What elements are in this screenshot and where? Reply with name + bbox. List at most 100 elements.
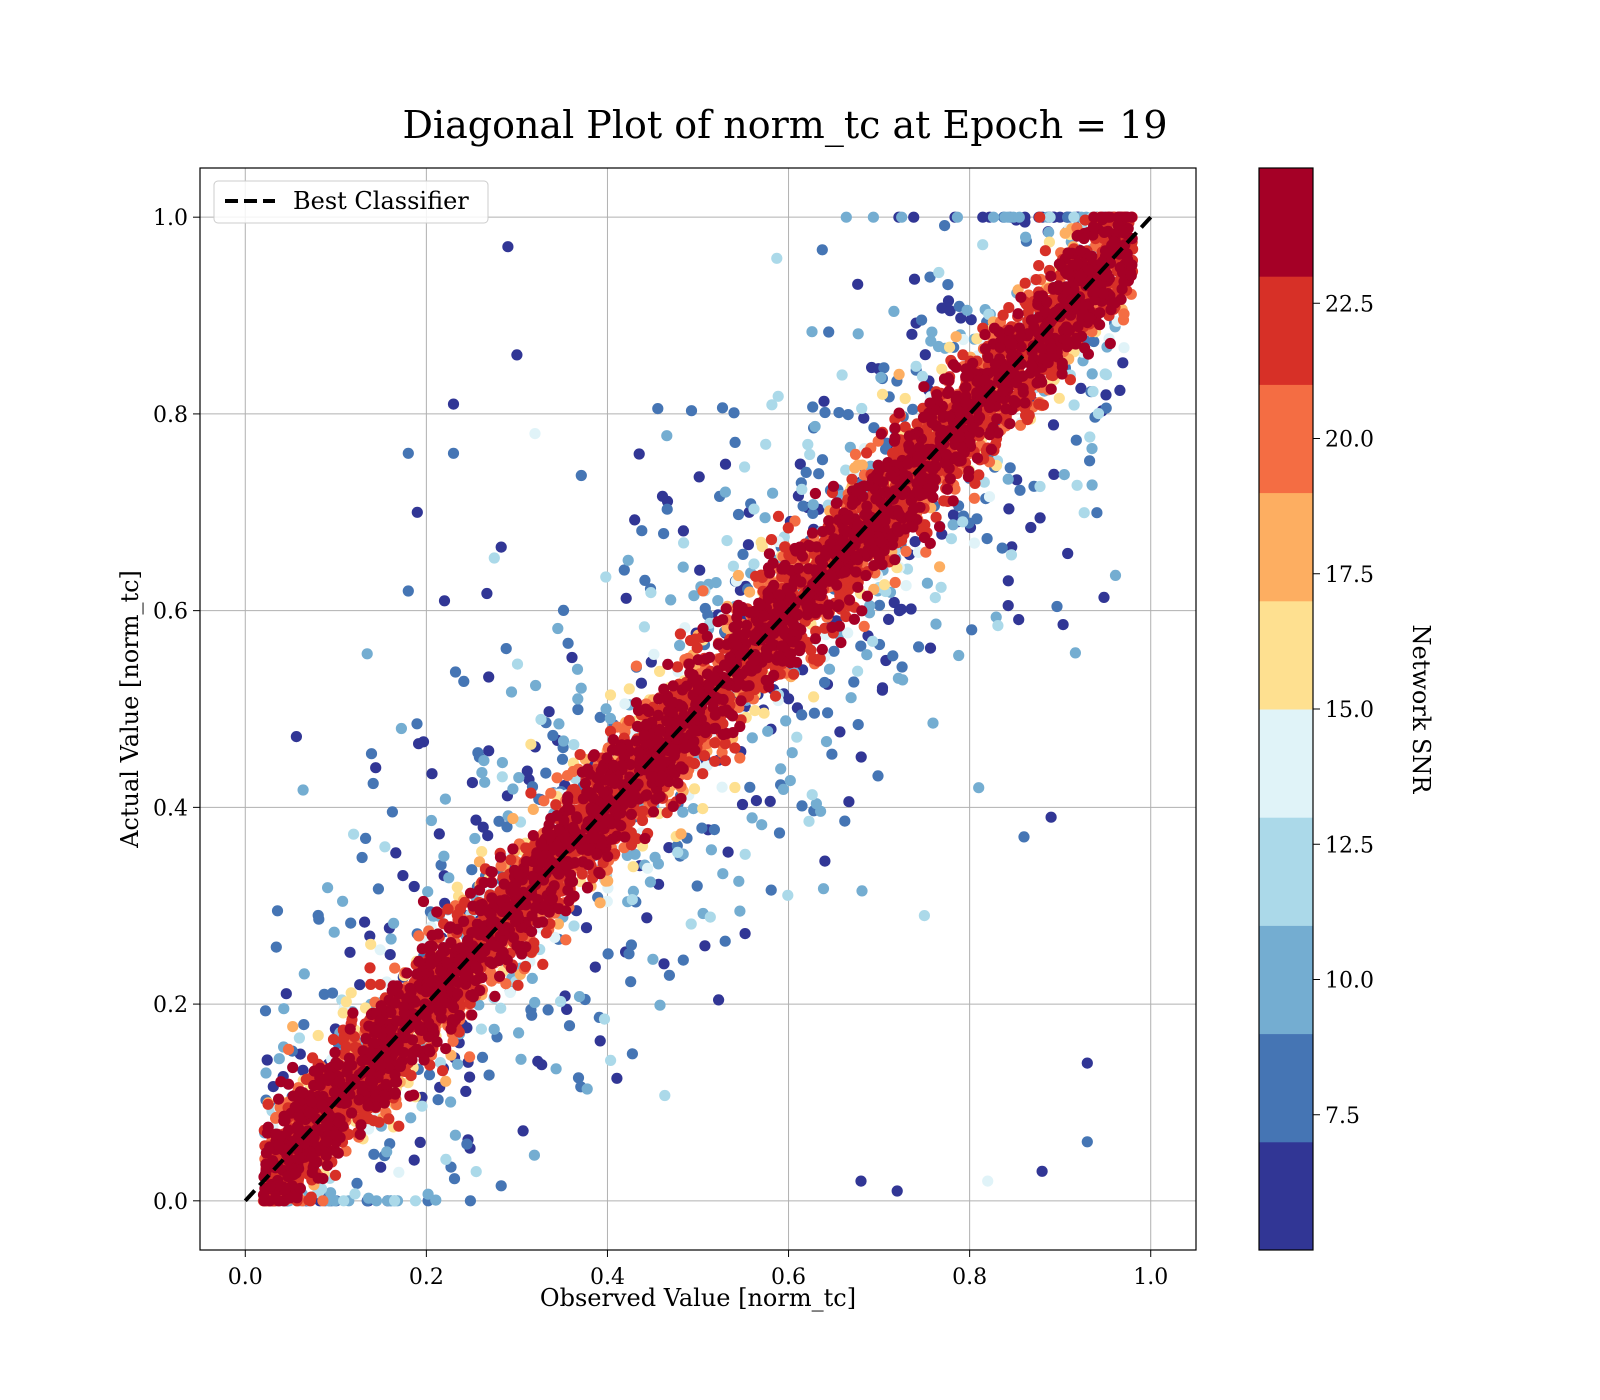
scatter-point bbox=[327, 1033, 340, 1046]
scatter-point bbox=[449, 1129, 461, 1141]
scatter-point bbox=[876, 388, 889, 400]
scatter-point bbox=[840, 211, 852, 223]
scatter-point bbox=[1091, 507, 1103, 519]
scatter-point bbox=[402, 585, 414, 597]
scatter-point bbox=[687, 803, 700, 815]
scatter-point bbox=[1014, 484, 1026, 496]
scatter-point bbox=[270, 941, 282, 953]
scatter-point bbox=[1053, 392, 1065, 404]
scatter-point bbox=[464, 1051, 476, 1063]
scatter-point bbox=[384, 949, 396, 961]
scatter-point bbox=[944, 305, 956, 317]
scatter-point bbox=[526, 1009, 538, 1021]
scatter-point bbox=[748, 558, 760, 570]
scatter-point bbox=[855, 751, 867, 763]
grid-lines bbox=[200, 168, 1196, 1250]
scatter-point bbox=[540, 927, 553, 939]
scatter-point bbox=[836, 369, 848, 381]
scatter-point bbox=[916, 370, 929, 382]
scatter-point bbox=[495, 1180, 507, 1192]
scatter-point bbox=[423, 1069, 436, 1081]
scatter-point bbox=[939, 220, 951, 232]
scatter-point bbox=[944, 341, 956, 353]
scatter-point bbox=[507, 812, 519, 825]
scatter-point bbox=[852, 459, 864, 471]
scatter-point bbox=[388, 917, 400, 929]
scatter-point bbox=[466, 777, 478, 789]
scatter-point bbox=[819, 855, 831, 867]
scatter-point bbox=[930, 618, 942, 630]
scatter-point bbox=[555, 995, 567, 1008]
scatter-point bbox=[729, 781, 741, 794]
scatter-point bbox=[348, 828, 360, 840]
scatter-point bbox=[1070, 434, 1082, 446]
scatter-point bbox=[772, 390, 784, 402]
scatter-point bbox=[708, 824, 721, 836]
scatter-point bbox=[287, 1021, 299, 1033]
scatter-point bbox=[620, 592, 632, 604]
scatter-point bbox=[354, 979, 366, 991]
scatter-point bbox=[775, 763, 787, 775]
scatter-point bbox=[303, 1194, 315, 1206]
scatter-point bbox=[767, 487, 779, 499]
scatter-point bbox=[852, 719, 864, 731]
scatter-point bbox=[278, 1003, 290, 1015]
scatter-point bbox=[955, 312, 967, 324]
scatter-point bbox=[766, 399, 778, 411]
scatter-point bbox=[393, 1166, 405, 1178]
scatter-point bbox=[437, 1065, 449, 1077]
scatter-point bbox=[1084, 431, 1096, 443]
scatter-point bbox=[1030, 274, 1042, 286]
scatter-point bbox=[849, 448, 862, 460]
scatter-point bbox=[374, 979, 386, 991]
scatter-point bbox=[762, 725, 774, 737]
scatter-point bbox=[873, 599, 886, 611]
scatter-point bbox=[1045, 811, 1057, 823]
scatter-point bbox=[968, 537, 981, 549]
scatter-point bbox=[812, 655, 824, 667]
scatter-point bbox=[698, 750, 711, 762]
scatter-point bbox=[525, 738, 537, 750]
scatter-point bbox=[691, 880, 703, 892]
scatter-point bbox=[1051, 600, 1063, 613]
scatter-point bbox=[765, 534, 778, 546]
scatter-point bbox=[411, 718, 423, 730]
scatter-point bbox=[630, 660, 643, 672]
scatter-point bbox=[965, 314, 977, 326]
scatter-point bbox=[675, 828, 687, 840]
scatter-point bbox=[719, 935, 731, 947]
scatter-point bbox=[921, 577, 934, 589]
scatter-point bbox=[413, 930, 425, 942]
scatter-point bbox=[744, 781, 756, 793]
scatter-point bbox=[449, 666, 462, 678]
scatter-point bbox=[290, 731, 302, 743]
scatter-point bbox=[907, 403, 919, 415]
scatter-point bbox=[1100, 389, 1112, 401]
scatter-point bbox=[1005, 549, 1018, 561]
scatter-point bbox=[891, 1185, 903, 1197]
scatter-point bbox=[987, 211, 1000, 223]
scatter-point bbox=[551, 772, 563, 784]
scatter-point bbox=[483, 671, 495, 683]
scatter-point bbox=[451, 881, 463, 893]
scatter-point bbox=[889, 576, 901, 589]
scatter-point bbox=[550, 1063, 562, 1075]
scatter-point bbox=[909, 536, 921, 548]
scatter-point bbox=[739, 928, 751, 940]
scatter-point bbox=[262, 1098, 274, 1110]
scatter-point bbox=[951, 211, 964, 223]
scatter-point bbox=[794, 458, 806, 470]
scatter-point bbox=[755, 536, 767, 549]
scatter-point bbox=[386, 806, 398, 818]
scatter-point bbox=[261, 1054, 273, 1066]
scatter-point bbox=[852, 278, 864, 290]
scatter-point bbox=[1034, 512, 1046, 524]
scatter-point bbox=[815, 805, 827, 817]
scatter-point bbox=[1002, 575, 1014, 587]
scatter-point bbox=[852, 665, 864, 677]
scatter-point bbox=[1034, 480, 1046, 493]
scatter-point bbox=[823, 326, 835, 338]
scatter-point bbox=[704, 911, 716, 923]
scatter-point bbox=[611, 1072, 623, 1084]
scatter-point bbox=[566, 651, 578, 664]
